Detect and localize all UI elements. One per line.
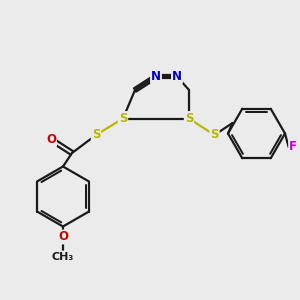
Text: F: F [289,140,297,154]
Text: CH₃: CH₃ [52,251,74,262]
Text: N: N [172,70,182,83]
Text: O: O [46,133,56,146]
Text: S: S [92,128,100,142]
Text: S: S [185,112,193,125]
Text: S: S [119,112,127,125]
Text: S: S [210,128,219,142]
Text: O: O [58,230,68,244]
Text: N: N [151,70,161,83]
